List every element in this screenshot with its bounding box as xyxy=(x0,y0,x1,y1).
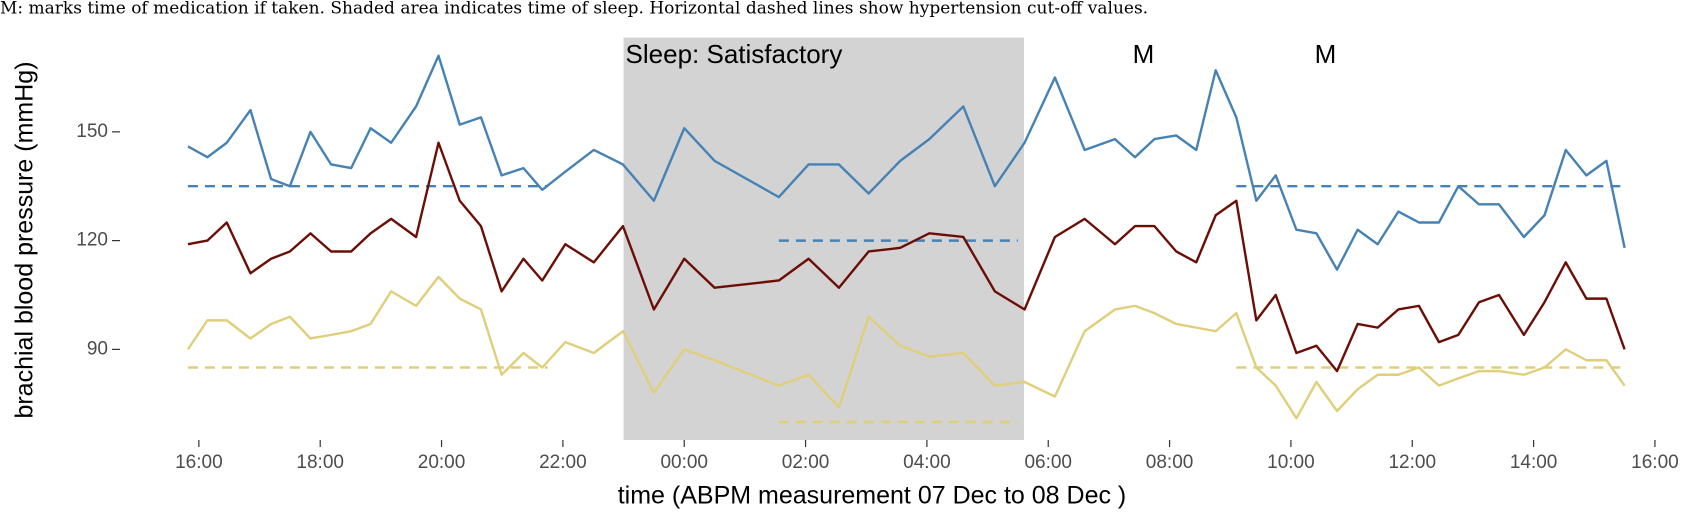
x-tick-label: 14:00 xyxy=(1510,452,1558,473)
x-tick-label: 10:00 xyxy=(1267,452,1315,473)
sleep-label: Sleep: Satisfactory xyxy=(626,39,843,69)
y-tick-label: 90 xyxy=(87,338,108,359)
x-tick-label: 18:00 xyxy=(296,452,344,473)
x-tick-label: 22:00 xyxy=(539,452,587,473)
x-tick-label: 12:00 xyxy=(1388,452,1436,473)
medication-marker: M xyxy=(1133,39,1155,69)
x-tick-label: 04:00 xyxy=(903,452,951,473)
series-line xyxy=(187,141,1626,373)
x-tick-label: 08:00 xyxy=(1146,452,1194,473)
sleep-shading xyxy=(623,37,1024,440)
x-axis-label: time (ABPM measurement 07 Dec to 08 Dec … xyxy=(618,482,1127,510)
x-tick-label: 06:00 xyxy=(1024,452,1072,473)
x-tick-label: 16:00 xyxy=(1631,452,1679,473)
x-tick-label: 00:00 xyxy=(660,452,708,473)
y-tick-label: 120 xyxy=(76,230,108,251)
medication-marker: M xyxy=(1315,39,1337,69)
x-tick-label: 20:00 xyxy=(418,452,466,473)
x-tick-label: 16:00 xyxy=(175,452,223,473)
series-line xyxy=(186,275,1626,420)
y-axis-label: brachial blood pressure (mmHg) xyxy=(11,61,39,418)
caption: M: marks time of medication if taken. Sh… xyxy=(0,0,1148,19)
x-tick-label: 02:00 xyxy=(782,452,830,473)
series-line xyxy=(187,54,1626,271)
y-tick-label: 150 xyxy=(76,121,108,142)
